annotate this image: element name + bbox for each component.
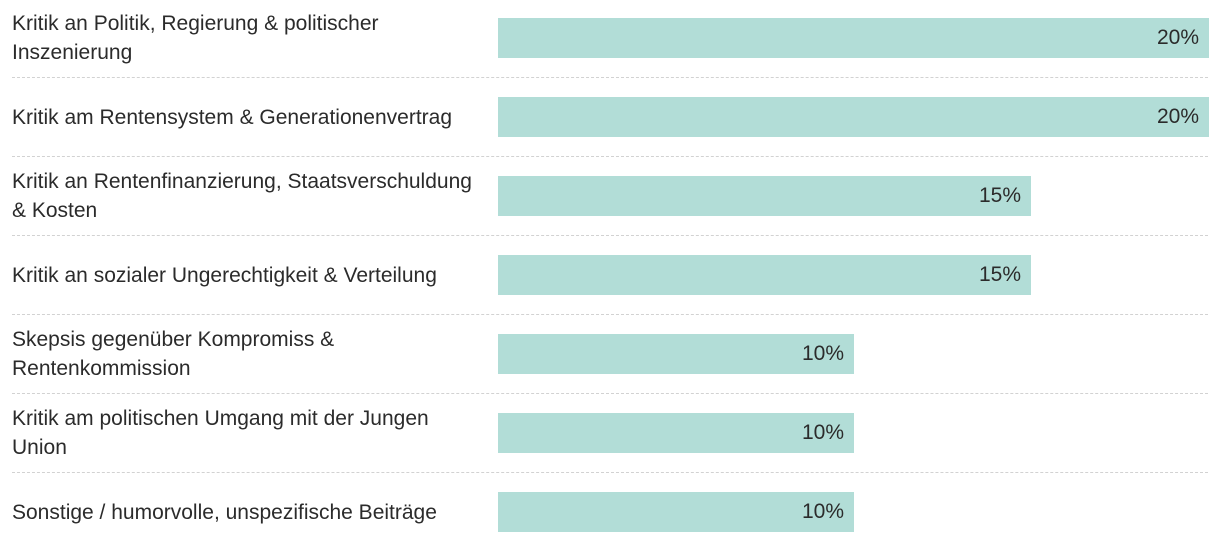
category-label: Kritik an Rentenfinanzierung, Staatsvers… (12, 170, 472, 222)
data-label: 20% (1156, 26, 1199, 49)
category-label: Kritik am Rentensystem & Generationenver… (12, 105, 453, 129)
bar: 20% (498, 97, 1209, 137)
bar: 10% (498, 413, 854, 453)
data-label: 10% (801, 500, 844, 523)
category-label: Kritik an sozialer Ungerechtigkeit & Ver… (12, 263, 437, 287)
data-label: 15% (978, 263, 1021, 286)
bar: 10% (498, 492, 854, 532)
data-label: 15% (978, 184, 1021, 207)
data-label: 20% (1156, 105, 1199, 128)
data-label: 10% (801, 421, 844, 444)
bar: 15% (498, 255, 1031, 295)
row-separator (12, 472, 1208, 473)
row-separator (12, 77, 1208, 78)
row-separator (12, 235, 1208, 236)
category-label: Skepsis gegenüber Kompromiss & Rentenkom… (12, 328, 335, 380)
category-label: Kritik am politischen Umgang mit der Jun… (12, 407, 429, 459)
category-label: Kritik an Politik, Regierung & politisch… (12, 12, 379, 64)
bar: 15% (498, 176, 1031, 216)
row-separator (12, 393, 1208, 394)
row-separator (12, 314, 1208, 315)
row-separator (12, 156, 1208, 157)
data-label: 10% (801, 342, 844, 365)
bar-chart: Kritik an Politik, Regierung & politisch… (12, 12, 1209, 532)
bar: 10% (498, 334, 854, 374)
category-label: Sonstige / humorvolle, unspezifische Bei… (12, 500, 437, 524)
bar: 20% (498, 18, 1209, 58)
